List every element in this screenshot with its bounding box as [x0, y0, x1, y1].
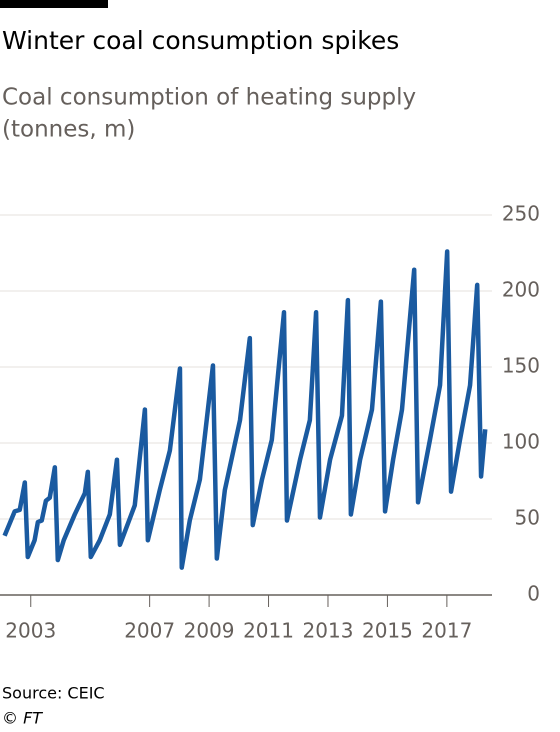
source: Source: CEIC [2, 684, 105, 703]
x-tick-label: 2015 [362, 619, 413, 643]
chart-title: Winter coal consumption spikes [2, 26, 399, 55]
y-tick-label: 100 [502, 430, 540, 454]
brand-bar [0, 0, 108, 8]
x-tick-label: 2017 [421, 619, 472, 643]
x-tick-label: 2003 [5, 619, 56, 643]
chart-subtitle: (tonnes, m) [2, 117, 135, 143]
chart-subtitle: Coal consumption of heating supply [2, 85, 416, 111]
y-tick-label: 150 [502, 354, 540, 378]
credit: © FT [2, 709, 43, 728]
data-line [2, 249, 488, 570]
y-tick-label: 50 [515, 506, 540, 530]
y-tick-label: 0 [527, 582, 540, 606]
x-tick-label: 2011 [243, 619, 294, 643]
y-tick-label: 250 [502, 202, 540, 226]
y-tick-label: 200 [502, 278, 540, 302]
x-tick-label: 2009 [184, 619, 235, 643]
x-tick-label: 2013 [303, 619, 354, 643]
x-tick-label: 2007 [124, 619, 175, 643]
